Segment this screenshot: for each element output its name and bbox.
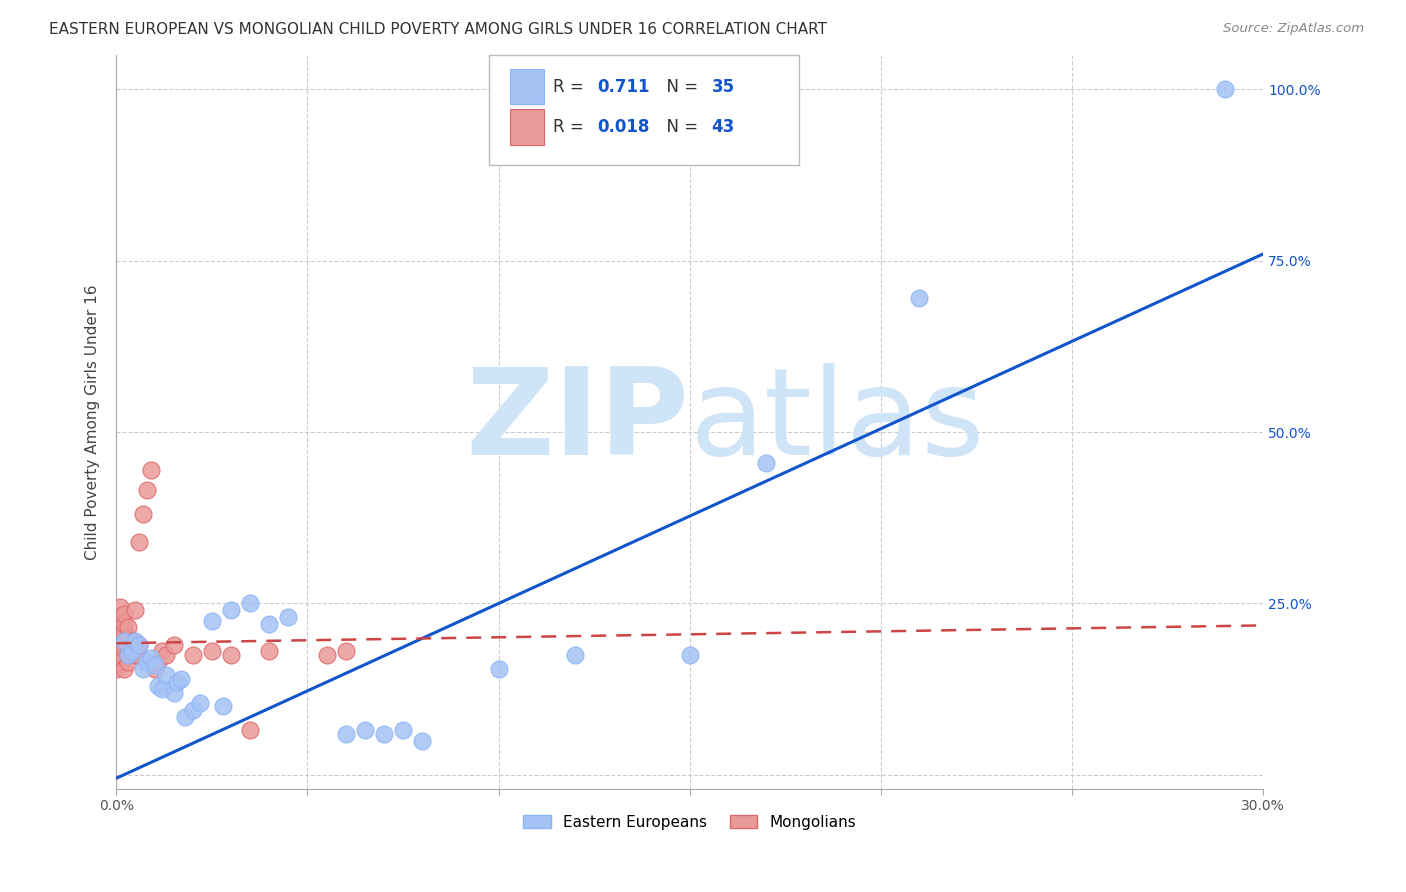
Point bbox=[108, 624, 131, 638]
Point bbox=[564, 648, 586, 662]
Point bbox=[112, 634, 135, 648]
Point bbox=[128, 534, 150, 549]
Legend: Eastern Europeans, Mongolians: Eastern Europeans, Mongolians bbox=[517, 809, 862, 836]
Point bbox=[239, 597, 262, 611]
Text: atlas: atlas bbox=[690, 363, 986, 480]
Point bbox=[108, 655, 131, 669]
Point bbox=[908, 292, 931, 306]
Point bbox=[112, 624, 135, 638]
Point bbox=[1213, 82, 1236, 96]
Point bbox=[124, 603, 146, 617]
FancyBboxPatch shape bbox=[509, 69, 544, 104]
Point bbox=[117, 648, 139, 662]
Text: ZIP: ZIP bbox=[465, 363, 690, 480]
Point bbox=[335, 727, 357, 741]
Point bbox=[392, 723, 415, 738]
Point bbox=[112, 640, 135, 655]
Point bbox=[128, 648, 150, 662]
FancyBboxPatch shape bbox=[509, 110, 544, 145]
Point bbox=[121, 644, 143, 658]
Point bbox=[135, 655, 157, 669]
Point bbox=[135, 483, 157, 498]
Text: EASTERN EUROPEAN VS MONGOLIAN CHILD POVERTY AMONG GIRLS UNDER 16 CORRELATION CHA: EASTERN EUROPEAN VS MONGOLIAN CHILD POVE… bbox=[49, 22, 827, 37]
Text: Source: ZipAtlas.com: Source: ZipAtlas.com bbox=[1223, 22, 1364, 36]
Point bbox=[353, 723, 375, 738]
Point bbox=[108, 599, 131, 614]
Point bbox=[277, 610, 299, 624]
Point bbox=[150, 682, 173, 697]
Point bbox=[170, 672, 193, 686]
Point bbox=[755, 456, 778, 470]
Point bbox=[139, 463, 162, 477]
Text: 0.711: 0.711 bbox=[596, 78, 650, 95]
Point bbox=[105, 662, 128, 676]
Point bbox=[155, 648, 177, 662]
Point bbox=[257, 617, 280, 632]
Point bbox=[124, 648, 146, 662]
Point bbox=[181, 648, 204, 662]
Y-axis label: Child Poverty Among Girls Under 16: Child Poverty Among Girls Under 16 bbox=[86, 284, 100, 559]
Point bbox=[162, 685, 184, 699]
Point bbox=[121, 634, 143, 648]
Point bbox=[128, 638, 150, 652]
Point bbox=[117, 631, 139, 645]
Text: 35: 35 bbox=[711, 78, 735, 95]
Point bbox=[117, 638, 139, 652]
Point bbox=[124, 634, 146, 648]
FancyBboxPatch shape bbox=[489, 55, 799, 165]
Point bbox=[219, 603, 242, 617]
Point bbox=[112, 651, 135, 665]
Text: 0.018: 0.018 bbox=[596, 118, 650, 136]
Point bbox=[112, 617, 135, 632]
Text: 43: 43 bbox=[711, 118, 735, 136]
Point bbox=[212, 699, 235, 714]
Point bbox=[117, 655, 139, 669]
Point bbox=[112, 634, 135, 648]
Point bbox=[219, 648, 242, 662]
Point bbox=[155, 668, 177, 682]
Point bbox=[148, 655, 170, 669]
Point bbox=[181, 703, 204, 717]
Text: N =: N = bbox=[657, 78, 704, 95]
Point bbox=[201, 644, 224, 658]
Point bbox=[190, 696, 212, 710]
Point bbox=[150, 644, 173, 658]
Point bbox=[128, 638, 150, 652]
Point bbox=[112, 662, 135, 676]
Point bbox=[411, 733, 433, 747]
Point bbox=[139, 651, 162, 665]
Point bbox=[315, 648, 337, 662]
Point bbox=[162, 638, 184, 652]
Point bbox=[108, 634, 131, 648]
Point bbox=[132, 662, 155, 676]
Point bbox=[257, 644, 280, 658]
Point bbox=[373, 727, 395, 741]
Point bbox=[124, 640, 146, 655]
Point bbox=[335, 644, 357, 658]
Point bbox=[239, 723, 262, 738]
Point bbox=[174, 709, 197, 723]
Text: R =: R = bbox=[553, 78, 589, 95]
Point bbox=[148, 679, 170, 693]
Point bbox=[108, 614, 131, 628]
Point bbox=[117, 620, 139, 634]
Point bbox=[679, 648, 702, 662]
Point bbox=[166, 675, 188, 690]
Text: N =: N = bbox=[657, 118, 704, 136]
Point bbox=[121, 644, 143, 658]
Point bbox=[108, 610, 131, 624]
Point bbox=[112, 607, 135, 621]
Point bbox=[117, 648, 139, 662]
Point bbox=[108, 648, 131, 662]
Point bbox=[201, 614, 224, 628]
Text: R =: R = bbox=[553, 118, 589, 136]
Point bbox=[488, 662, 510, 676]
Point bbox=[143, 658, 166, 673]
Point bbox=[132, 508, 155, 522]
Point bbox=[143, 662, 166, 676]
